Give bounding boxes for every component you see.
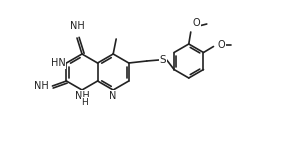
Text: NH: NH <box>34 81 48 91</box>
Text: HN: HN <box>51 58 65 68</box>
Text: N: N <box>110 91 117 101</box>
Text: S: S <box>159 55 166 65</box>
Text: NH: NH <box>69 21 84 31</box>
Text: NH: NH <box>75 91 89 101</box>
Text: O: O <box>193 18 200 28</box>
Text: O: O <box>217 40 225 49</box>
Text: H: H <box>82 98 89 107</box>
